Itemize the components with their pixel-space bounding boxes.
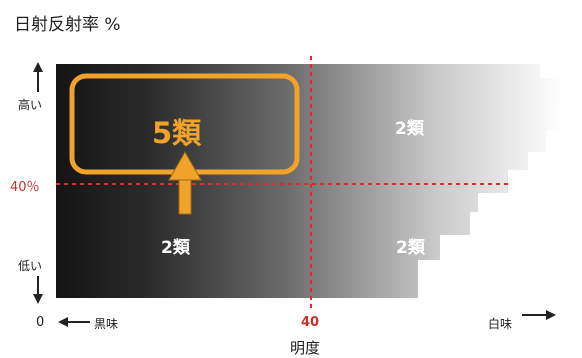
highlight-arrow-icon [168, 150, 202, 215]
quadrant-top-left-label: 5類 [152, 116, 202, 150]
y-axis-title: 日射反射率 % [14, 15, 121, 35]
y-axis-low-label: 低い [18, 259, 43, 273]
y-axis-threshold-label: 40％ [10, 180, 40, 195]
x-axis-title: 明度 [290, 339, 321, 357]
x-axis-right-arrow-icon [522, 310, 556, 320]
x-axis-white-label: 白味 [488, 317, 513, 331]
x-axis-left-arrow-icon [58, 317, 90, 327]
x-axis-threshold-label: 40 [301, 315, 320, 330]
quadrant-top-right-label: 2類 [395, 119, 424, 139]
lightness-gradient-field [56, 64, 562, 298]
quadrant-bottom-left-label: 2類 [161, 238, 190, 258]
y-axis-up-arrow-icon [33, 62, 43, 92]
x-axis-dark-label: 黒味 [94, 317, 119, 331]
x-axis-zero-label: 0 [36, 315, 45, 330]
y-axis-high-label: 高い [18, 98, 43, 112]
y-axis-down-arrow-icon [33, 276, 43, 304]
quadrant-bottom-right-label: 2類 [396, 238, 425, 258]
